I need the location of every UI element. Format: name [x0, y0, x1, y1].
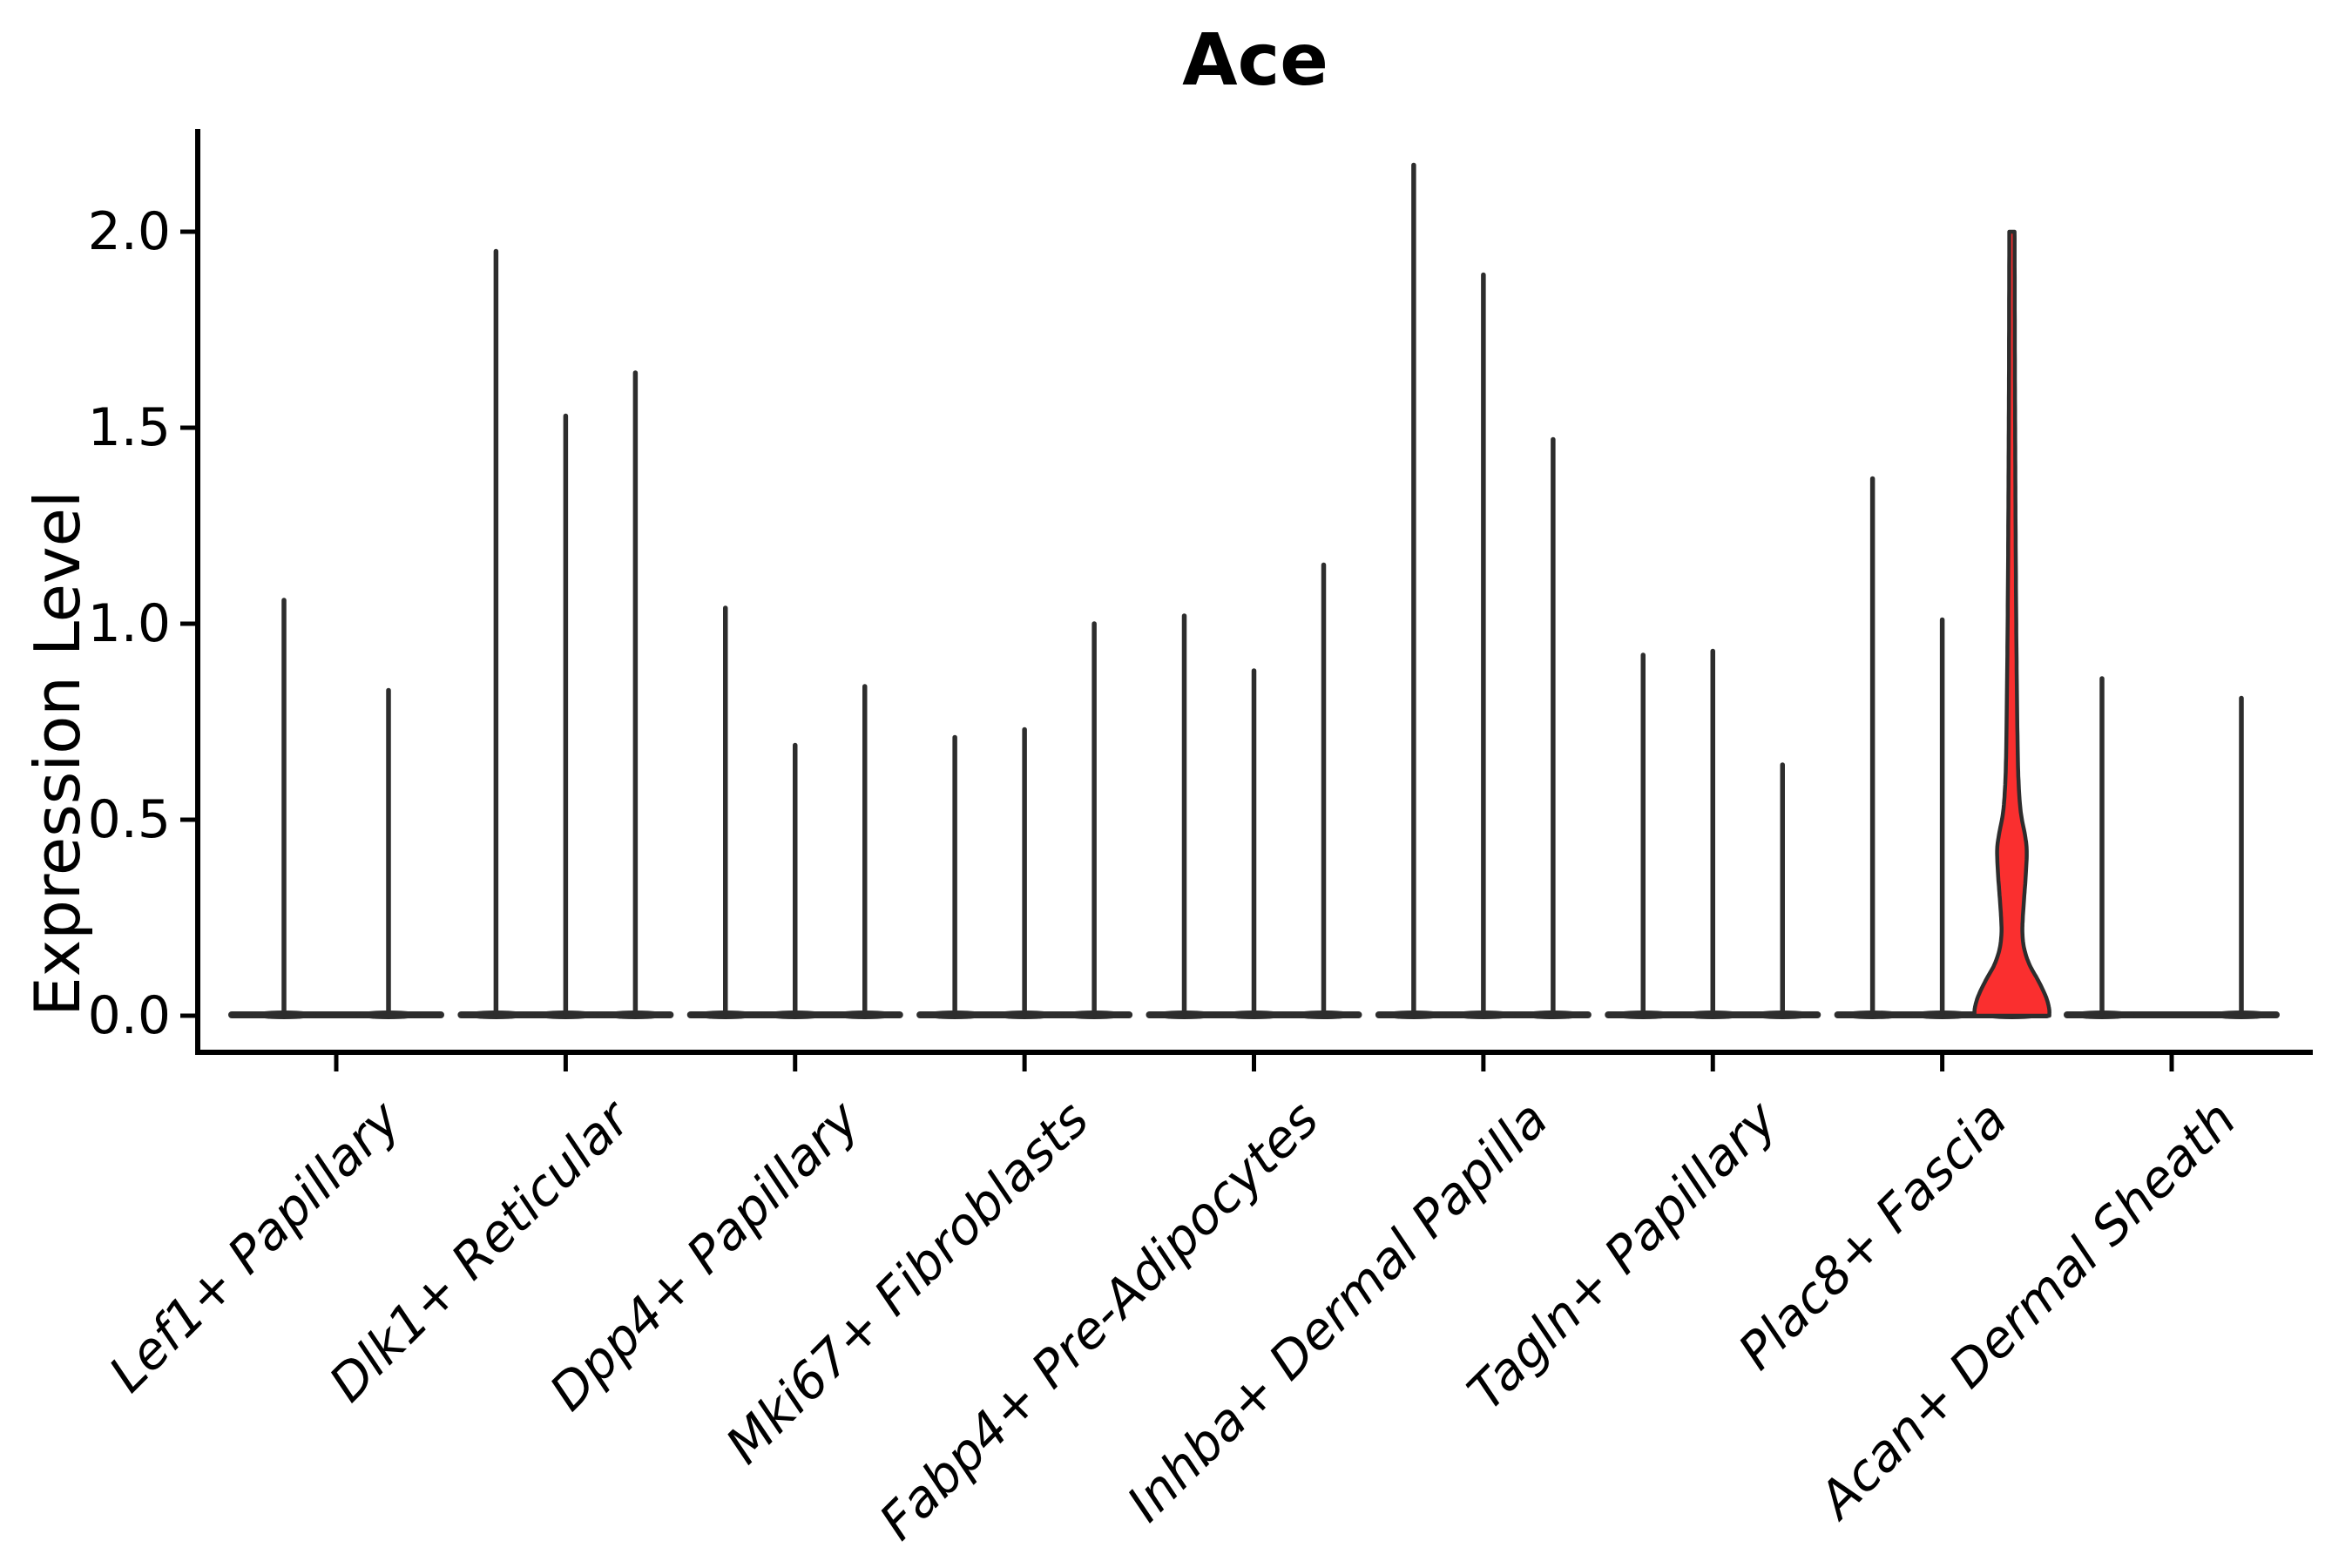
y-axis-label: Expression Level: [21, 490, 94, 1017]
y-tick-label: 0.0: [87, 985, 171, 1046]
y-tick-label: 2.0: [87, 201, 171, 262]
y-tick-label: 1.5: [87, 397, 171, 458]
y-tick-label: 0.5: [87, 789, 171, 850]
chart-title: Ace: [1182, 19, 1328, 102]
highlighted-violin: [1972, 229, 2051, 1018]
y-tick-label: 1.0: [87, 593, 171, 654]
